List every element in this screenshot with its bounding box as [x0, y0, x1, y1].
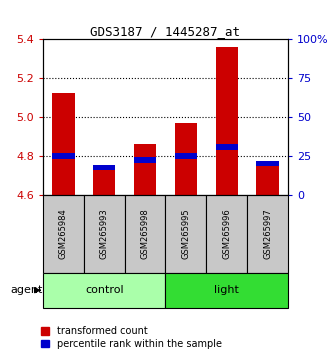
Bar [166, 273, 288, 308]
Text: GSM265993: GSM265993 [100, 208, 109, 259]
Text: GSM265996: GSM265996 [222, 208, 231, 259]
Text: GSM265995: GSM265995 [181, 208, 190, 259]
Bar [175, 123, 197, 195]
Bar [84, 195, 125, 273]
Bar [166, 195, 206, 273]
Text: GSM265984: GSM265984 [59, 208, 68, 259]
Bar [43, 195, 84, 273]
Text: light: light [214, 285, 239, 295]
Text: control: control [85, 285, 123, 295]
Bar [43, 273, 166, 308]
Bar [52, 93, 75, 195]
Bar [215, 47, 238, 195]
Bar [175, 153, 197, 159]
Bar [93, 165, 116, 170]
Bar [206, 195, 247, 273]
Text: GSM265997: GSM265997 [263, 208, 272, 259]
Bar [256, 161, 279, 166]
Text: agent: agent [11, 285, 43, 295]
Legend: transformed count, percentile rank within the sample: transformed count, percentile rank withi… [41, 326, 222, 349]
Bar [247, 195, 288, 273]
Text: GSM265998: GSM265998 [141, 208, 150, 259]
Title: GDS3187 / 1445287_at: GDS3187 / 1445287_at [90, 25, 241, 38]
Bar [125, 195, 166, 273]
Bar [134, 157, 156, 163]
Bar [256, 162, 279, 195]
Bar [93, 169, 116, 195]
Bar [134, 144, 156, 195]
Bar [215, 144, 238, 150]
Bar [52, 153, 75, 159]
